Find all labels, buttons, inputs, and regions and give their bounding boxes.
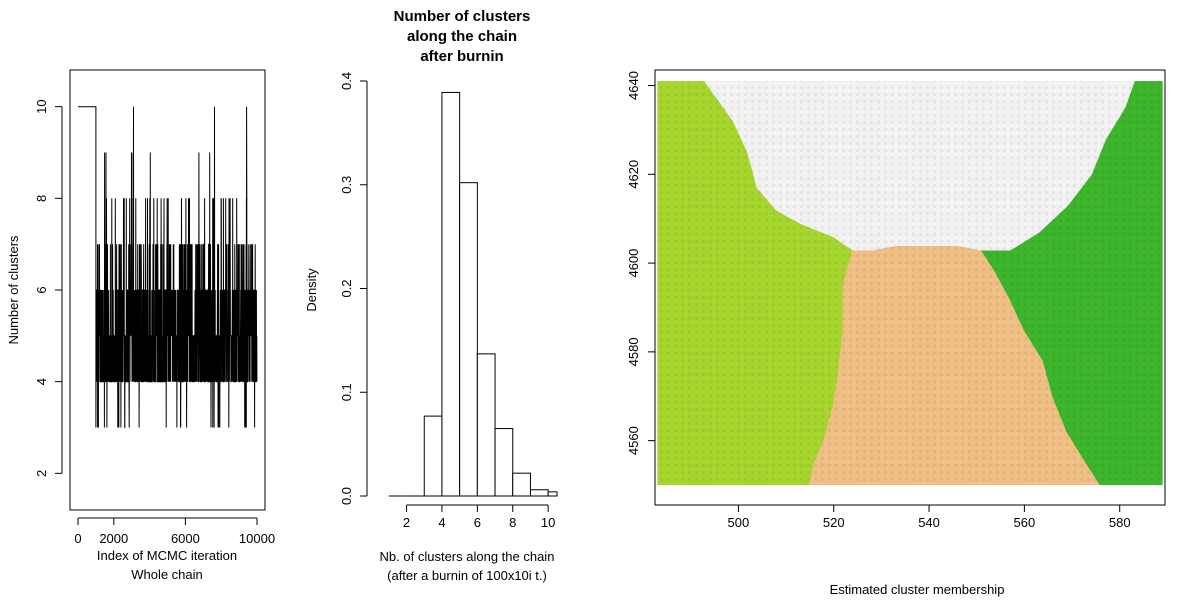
map-x-axis-label: Estimated cluster membership: [830, 582, 1005, 597]
trace-plot-box: [69, 69, 266, 511]
map-y-tick-label: 4560: [626, 426, 641, 455]
map-y-tick-label: 4640: [626, 71, 641, 100]
trace-y-axis: 2 4 6 8 10: [34, 99, 63, 477]
histogram-y-tick-label: 0.3: [339, 176, 354, 194]
histogram-bar: [494, 428, 514, 497]
histogram-bar: [441, 91, 461, 497]
histogram-bar: [512, 472, 531, 497]
histogram-bars: [388, 91, 558, 497]
histogram-y-axis: 0.0 0.1 0.2 0.3 0.4: [339, 72, 368, 505]
histogram-x-tick-label: 4: [438, 515, 445, 530]
map-x-tick-label: 540: [918, 515, 940, 530]
map-y-axis: 4560 4580 4600 4620 4640: [626, 71, 656, 455]
histogram-bar: [423, 415, 443, 497]
trace-y-tick-label: 8: [34, 195, 49, 202]
histogram-y-tick-label: 0.2: [339, 279, 354, 297]
histogram-y-axis-label: Density: [304, 268, 319, 312]
histogram-bar: [476, 353, 496, 497]
map-x-tick-label: 520: [823, 515, 845, 530]
trace-x-tick-label: 6000: [171, 531, 200, 546]
histogram-y-tick-label: 0.4: [339, 72, 354, 90]
histogram-x-axis: 2 4 6 8 10: [403, 504, 555, 530]
histogram-x-axis-label: Nb. of clusters along the chain: [380, 549, 555, 564]
histogram-y-tick-label: 0.1: [339, 383, 354, 401]
trace-x-axis-label: Index of MCMC iteration: [97, 548, 237, 563]
histogram-y-tick-label: 0.0: [339, 487, 354, 505]
trace-x-axis: 0 2000 6000 10000: [74, 517, 275, 546]
histogram-x-tick-label: 8: [509, 515, 516, 530]
map-texture: [657, 81, 1163, 486]
trace-y-tick-label: 10: [34, 99, 49, 113]
map-x-tick-label: 560: [1014, 515, 1036, 530]
map-x-axis: 500 520 540 560 580: [728, 504, 1131, 530]
trace-y-tick-label: 2: [34, 470, 49, 477]
map-y-tick-label: 4580: [626, 337, 641, 366]
map-y-tick-label: 4600: [626, 249, 641, 278]
map-x-tick-label: 500: [728, 515, 750, 530]
trace-line: [78, 106, 258, 428]
trace-x-tick-label: 10000: [239, 531, 275, 546]
histogram-bar: [459, 182, 478, 497]
trace-y-tick-label: 6: [34, 286, 49, 293]
histogram-x-axis-sublabel: (after a burnin of 100x10i t.): [387, 568, 547, 583]
trace-plot-panel: 0 2000 6000 10000 2 4 6 8 10 Index of MCMC iter…: [6, 69, 275, 582]
map-x-tick-label: 580: [1109, 515, 1131, 530]
histogram-x-tick-label: 10: [541, 515, 555, 530]
histogram-title: Number of clusters along the chain after b…: [394, 8, 531, 65]
map-y-tick-label: 4620: [626, 160, 641, 189]
cluster-map-panel: 500 520 540 560 580 4560 4580 4600 4620 4640 Est…: [626, 69, 1166, 597]
trace-y-tick-label: 4: [34, 378, 49, 385]
trace-x-axis-sublabel: Whole chain: [131, 567, 203, 582]
histogram-bar: [547, 491, 558, 497]
trace-x-tick-label: 0: [74, 531, 81, 546]
histogram-bar: [529, 489, 549, 497]
histogram-x-tick-label: 2: [403, 515, 410, 530]
trace-x-tick-label: 2000: [99, 531, 128, 546]
histogram-panel: Number of clusters along the chain after b…: [304, 8, 558, 583]
trace-y-axis-label: Number of clusters: [6, 235, 21, 345]
histogram-x-tick-label: 6: [474, 515, 481, 530]
